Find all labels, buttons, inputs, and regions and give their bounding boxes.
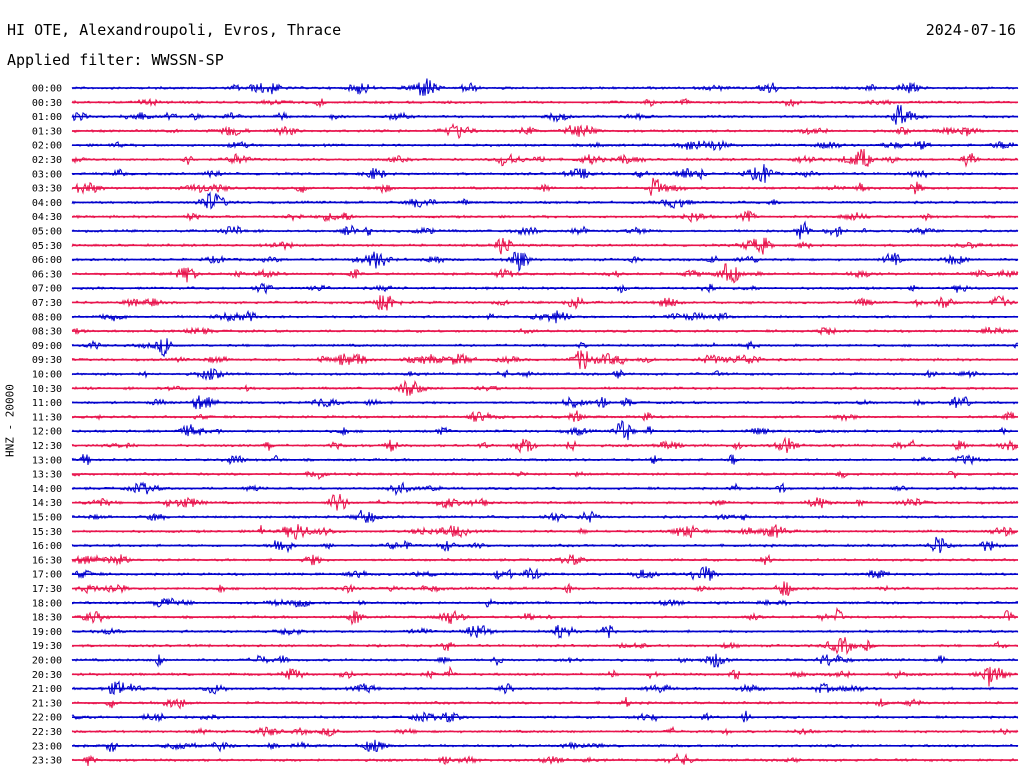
row-time-label: 13:30 bbox=[32, 470, 62, 481]
row-time-label: 22:30 bbox=[32, 727, 62, 738]
record-date: 2024-07-16 bbox=[925, 21, 1016, 39]
trace-row bbox=[71, 237, 1019, 255]
trace-row bbox=[71, 148, 1019, 168]
trace-row bbox=[71, 104, 1019, 125]
trace-lines bbox=[71, 78, 1019, 766]
trace-row bbox=[71, 177, 1019, 196]
row-time-label: 15:00 bbox=[32, 513, 62, 524]
row-time-label: 20:30 bbox=[32, 670, 62, 681]
row-time-label: 16:30 bbox=[32, 555, 62, 566]
row-time-label: 23:30 bbox=[32, 756, 62, 767]
row-time-label: 10:00 bbox=[32, 370, 62, 381]
filter-label: Applied filter: WWSSN-SP bbox=[7, 51, 224, 69]
row-time-label: 05:00 bbox=[32, 227, 62, 238]
row-time-label: 17:00 bbox=[32, 570, 62, 581]
row-time-label: 07:30 bbox=[32, 298, 62, 309]
row-time-label: 03:00 bbox=[32, 169, 62, 180]
row-time-label: 21:00 bbox=[32, 684, 62, 695]
row-time-label: 05:30 bbox=[32, 241, 62, 252]
row-time-label: 08:30 bbox=[32, 327, 62, 338]
row-time-label: 21:30 bbox=[32, 698, 62, 709]
row-time-label: 04:30 bbox=[32, 212, 62, 223]
row-time-label: 16:00 bbox=[32, 541, 62, 552]
row-time-label: 01:00 bbox=[32, 112, 62, 123]
row-time-label: 18:30 bbox=[32, 613, 62, 624]
row-time-label: 09:00 bbox=[32, 341, 62, 352]
row-time-label: 08:00 bbox=[32, 312, 62, 323]
trace-row bbox=[71, 78, 1019, 96]
row-time-label: 03:30 bbox=[32, 184, 62, 195]
row-time-label: 14:00 bbox=[32, 484, 62, 495]
row-time-label: 12:00 bbox=[32, 427, 62, 438]
row-time-label: 14:30 bbox=[32, 498, 62, 509]
trace-row bbox=[71, 665, 1019, 687]
row-time-label: 17:30 bbox=[32, 584, 62, 595]
station-title: HI OTE, Alexandroupoli, Evros, Thrace bbox=[7, 21, 342, 39]
row-time-label: 19:30 bbox=[32, 641, 62, 652]
trace-row bbox=[71, 606, 1019, 626]
trace-row bbox=[71, 191, 1019, 210]
row-time-label: 19:00 bbox=[32, 627, 62, 638]
row-time-label: 06:30 bbox=[32, 269, 62, 280]
row-time-label: 11:00 bbox=[32, 398, 62, 409]
row-time-label: 18:00 bbox=[32, 598, 62, 609]
trace-row bbox=[71, 470, 1019, 481]
row-time-label: 11:30 bbox=[32, 412, 62, 423]
row-time-label: 20:00 bbox=[32, 656, 62, 667]
row-time-label: 01:30 bbox=[32, 126, 62, 137]
row-time-label: 07:00 bbox=[32, 284, 62, 295]
row-time-label: 06:00 bbox=[32, 255, 62, 266]
row-tick-labels: 00:00 00:30 01:00 01:30 02:00 02:30 03:00 03:30… bbox=[32, 84, 62, 767]
row-time-label: 09:30 bbox=[32, 355, 62, 366]
row-time-label: 00:00 bbox=[32, 84, 62, 95]
row-time-label: 04:00 bbox=[32, 198, 62, 209]
trace-row bbox=[71, 338, 1019, 358]
trace-row bbox=[71, 251, 1019, 273]
row-time-label: 00:30 bbox=[32, 98, 62, 109]
row-time-label: 13:00 bbox=[32, 455, 62, 466]
row-time-label: 02:30 bbox=[32, 155, 62, 166]
row-time-label: 15:30 bbox=[32, 527, 62, 538]
row-time-label: 23:00 bbox=[32, 741, 62, 752]
row-time-label: 02:00 bbox=[32, 141, 62, 152]
row-time-label: 10:30 bbox=[32, 384, 62, 395]
channel-axis-label: HNZ - 20000 bbox=[3, 384, 17, 457]
row-time-label: 12:30 bbox=[32, 441, 62, 452]
row-time-label: 22:00 bbox=[32, 713, 62, 724]
